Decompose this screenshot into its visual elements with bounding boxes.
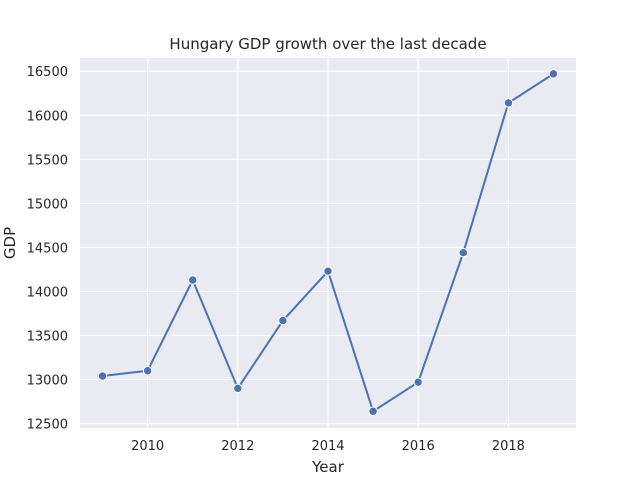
data-point [97, 371, 108, 381]
y-tick-label: 16500 [27, 65, 68, 80]
chart-title: Hungary GDP growth over the last decade [169, 35, 486, 53]
data-point [188, 275, 198, 285]
y-tick-label: 14000 [27, 285, 68, 300]
y-tick-label: 13000 [27, 374, 68, 389]
y-tick-label: 15000 [27, 197, 68, 212]
data-point [368, 406, 378, 416]
y-tick-label: 15500 [27, 153, 68, 168]
data-point [323, 266, 333, 276]
x-tick-label: 2016 [402, 439, 435, 454]
x-tick-label: 2012 [221, 439, 254, 454]
x-tick-labels: 2010 2012 2014 2016 2018 [131, 439, 525, 454]
y-tick-label: 14500 [27, 241, 68, 256]
data-point [548, 69, 559, 79]
x-tick-label: 2010 [131, 439, 164, 454]
x-tick-label: 2018 [492, 439, 525, 454]
data-point [278, 315, 288, 326]
series-group [97, 69, 559, 416]
data-point [233, 383, 243, 394]
y-tick-label: 16000 [27, 109, 68, 124]
y-tick-label: 12500 [27, 418, 68, 433]
data-point [458, 247, 468, 258]
grid [80, 58, 576, 428]
y-tick-labels: 12500 13000 13500 14000 14500 15000 15500 16000… [27, 65, 68, 432]
data-point [503, 98, 514, 108]
data-point [142, 366, 153, 376]
x-axis-label: Year [311, 458, 345, 476]
y-axis-label: GDP [1, 227, 19, 259]
y-tick-label: 13500 [27, 330, 68, 345]
data-point [413, 377, 423, 387]
x-tick-label: 2014 [311, 439, 344, 454]
